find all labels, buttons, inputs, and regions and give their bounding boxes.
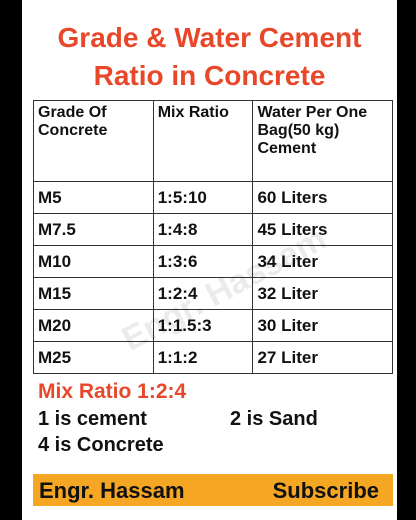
table-cell: M20 — [33, 309, 154, 342]
table-body: M5 1:5:10 60 Liters M7.5 1:4:8 45 Liters M10 1:… — [33, 181, 393, 374]
poster: Grade & Water Cement Ratio in Concrete G… — [22, 0, 397, 520]
table-cell: 1:5:10 — [152, 181, 254, 214]
table-cell: 1:1.5:3 — [152, 309, 254, 342]
table-cell: 30 Liter — [252, 309, 393, 342]
table-cell: 1:4:8 — [152, 213, 254, 246]
table-cell: M25 — [33, 341, 154, 374]
header-cell: Grade Of Concrete — [33, 100, 154, 182]
table-cell: M5 — [33, 181, 154, 214]
note-item: 1 is cement — [38, 408, 147, 430]
table-row: M7.5 1:4:8 45 Liters — [33, 213, 393, 246]
footer-name: Engr. Hassam — [39, 478, 185, 503]
table-cell: 1:2:4 — [152, 277, 254, 310]
header-cell: Water Per One Bag(50 kg) Cement — [252, 100, 393, 182]
table-row: M25 1:1:2 27 Liter — [33, 341, 393, 374]
table-cell: M10 — [33, 245, 154, 278]
title-line: Grade & Water Cement — [57, 22, 362, 53]
table-cell: M15 — [33, 277, 154, 310]
table-cell: 1:1:2 — [152, 341, 254, 374]
table-row: M15 1:2:4 32 Liter — [33, 277, 393, 310]
table-cell: 32 Liter — [252, 277, 393, 310]
title-line: Ratio in Concrete — [93, 60, 326, 91]
table-cell: 1:3:6 — [152, 245, 254, 278]
table-cell: 45 Liters — [252, 213, 393, 246]
notes-heading: Mix Ratio 1:2:4 — [38, 380, 187, 403]
table-cell: 34 Liter — [252, 245, 393, 278]
table-row: M20 1:1.5:3 30 Liter — [33, 309, 393, 342]
note-item: 2 is Sand — [230, 408, 318, 430]
header-row: Grade Of Concrete Mix Ratio Water Per One … — [33, 100, 393, 182]
table-row: M10 1:3:6 34 Liter — [33, 245, 393, 278]
table-head: Grade Of Concrete Mix Ratio Water Per One … — [33, 100, 393, 182]
table-row: M5 1:5:10 60 Liters — [33, 181, 393, 214]
subscribe: Subscribe — [272, 478, 379, 503]
header-cell: Mix Ratio — [152, 100, 254, 182]
note-item: 4 is Concrete — [38, 434, 164, 456]
table-cell: 60 Liters — [252, 181, 393, 214]
table-cell: M7.5 — [33, 213, 154, 246]
ratio-table: Grade Of Concrete Mix Ratio Water Per One … — [33, 100, 393, 374]
table-cell: 27 Liter — [252, 341, 393, 374]
footer-bar: Engr. Hassam Subscribe — [33, 474, 393, 506]
